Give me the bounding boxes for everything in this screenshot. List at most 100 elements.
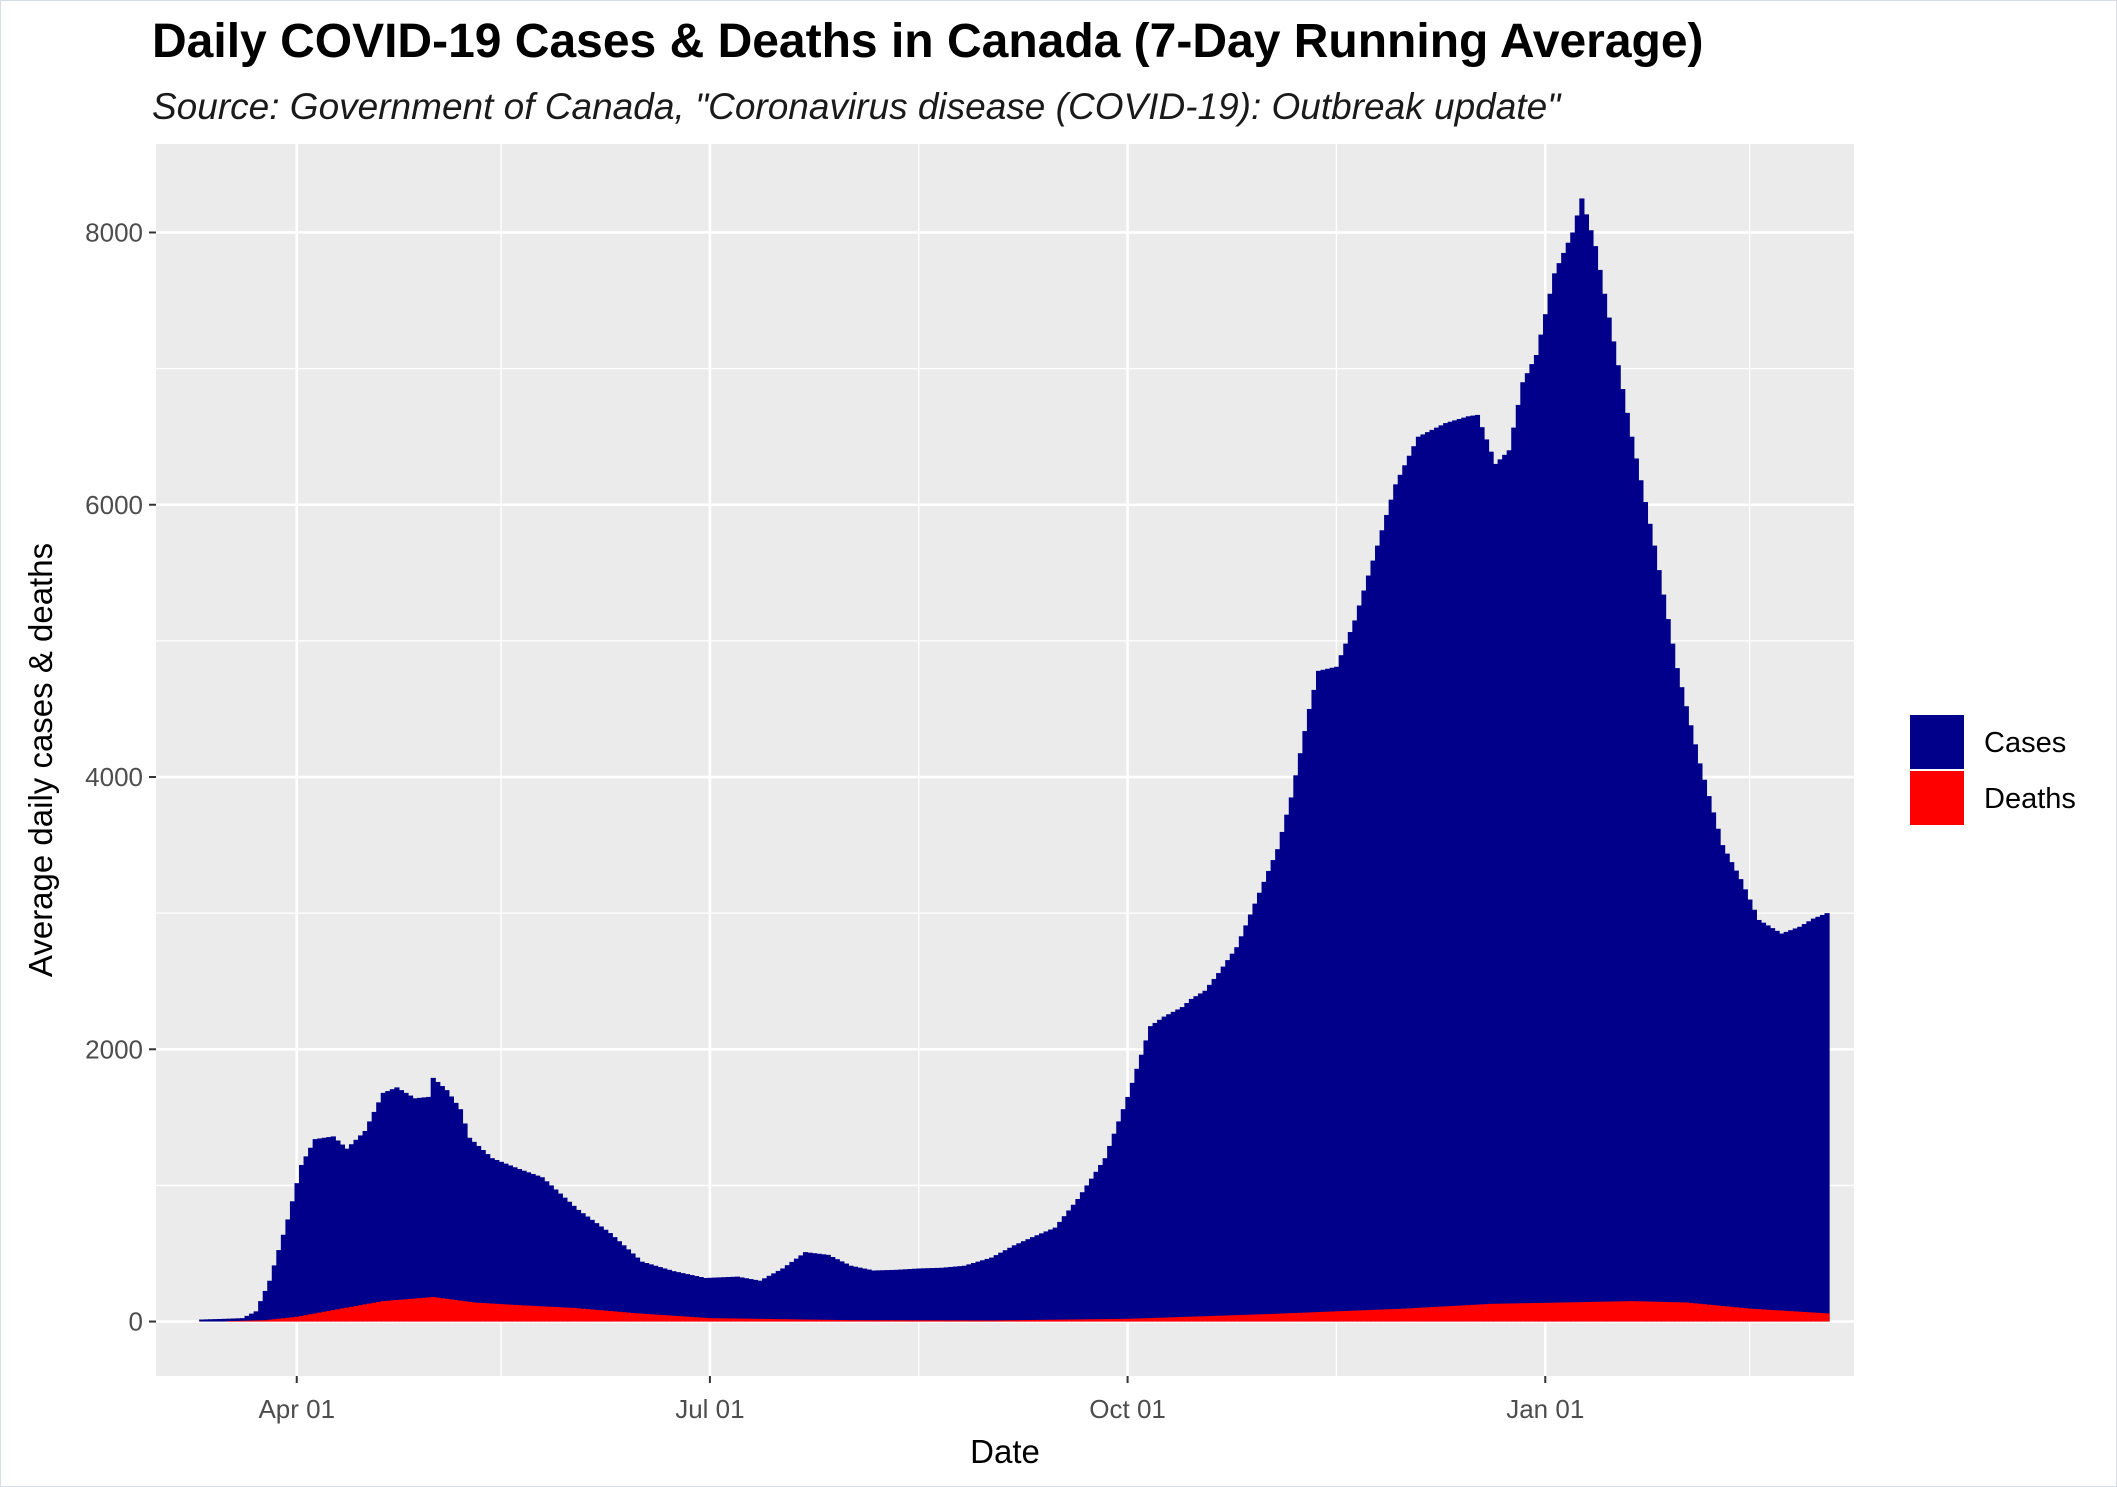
bar-cases [1365, 575, 1372, 1322]
y-axis-title: Average daily cases & deaths [22, 543, 59, 977]
bar-deaths [1483, 1304, 1490, 1322]
bar-cases [1447, 421, 1453, 1322]
bar-deaths [380, 1301, 386, 1322]
bar-cases [1665, 619, 1671, 1322]
bar-deaths [294, 1316, 300, 1322]
bar-deaths [267, 1319, 273, 1322]
bar-cases [239, 1318, 246, 1322]
bar-cases [1710, 812, 1717, 1322]
bar-deaths [662, 1315, 668, 1322]
bar-deaths [498, 1304, 504, 1322]
bar-deaths [1438, 1306, 1444, 1322]
bar-deaths [834, 1319, 840, 1322]
bar-deaths [793, 1319, 800, 1322]
bar-cases [871, 1270, 877, 1322]
bar-deaths [970, 1320, 977, 1322]
bar-cases [1815, 916, 1821, 1322]
bar-deaths [1225, 1315, 1231, 1322]
bar-deaths [1193, 1316, 1199, 1322]
bar-cases [966, 1264, 972, 1322]
chart-title: Daily COVID-19 Cases & Deaths in Canada … [152, 15, 1704, 68]
bar-deaths [1002, 1320, 1008, 1322]
bar-deaths [644, 1313, 650, 1322]
bar-deaths [1774, 1310, 1780, 1322]
bar-deaths [1202, 1316, 1208, 1322]
bar-cases [884, 1270, 890, 1322]
bar-deaths [698, 1317, 704, 1322]
bar-cases [258, 1301, 264, 1322]
bar-cases [1011, 1245, 1017, 1322]
bar-deaths [848, 1320, 854, 1322]
bar-deaths [1701, 1304, 1708, 1322]
bar-cases [1220, 966, 1226, 1322]
bar-deaths [1293, 1312, 1299, 1322]
bar-cases [1316, 670, 1322, 1322]
bar-cases [462, 1123, 468, 1322]
bar-cases [1061, 1216, 1067, 1322]
bar-deaths [1234, 1315, 1240, 1322]
bar-deaths [1715, 1305, 1721, 1322]
bar-deaths [1788, 1311, 1794, 1322]
bar-deaths [1161, 1317, 1167, 1322]
x-tick-label: Jul 01 [675, 1394, 744, 1424]
bar-cases [666, 1269, 672, 1322]
bar-deaths [421, 1297, 427, 1322]
bar-deaths [1661, 1301, 1667, 1322]
bar-deaths [1710, 1305, 1717, 1322]
bar-cases [621, 1245, 627, 1322]
bar-deaths [230, 1321, 237, 1322]
bar-cases [1148, 1026, 1154, 1322]
bar-cases [1302, 731, 1308, 1322]
bar-cases [1760, 922, 1767, 1322]
bar-cases [730, 1276, 736, 1322]
bar-deaths [907, 1320, 913, 1322]
bar-cases [1093, 1171, 1099, 1322]
bar-deaths [1651, 1301, 1658, 1322]
bar-cases [1084, 1185, 1090, 1322]
bar-deaths [1393, 1308, 1399, 1322]
bar-cases [993, 1255, 999, 1322]
bar-cases [1679, 687, 1685, 1322]
bar-cases [1211, 978, 1217, 1322]
bar-deaths [353, 1306, 359, 1322]
bar-deaths [1347, 1310, 1353, 1322]
bar-deaths [412, 1298, 418, 1322]
bar-deaths [1792, 1311, 1798, 1322]
bar-cases [634, 1257, 641, 1322]
axes: 0 2000 4000 6000 8000 Apr 01 Jul 01 Oct 01 Jan 0… [22, 217, 1584, 1470]
bar-cases [1456, 418, 1462, 1322]
bar-deaths [621, 1312, 627, 1322]
bar-deaths [716, 1318, 722, 1322]
bar-deaths [1116, 1318, 1122, 1322]
bar-deaths [249, 1320, 255, 1322]
bar-deaths [1588, 1301, 1594, 1322]
bar-cases [575, 1209, 582, 1322]
bar-cases [199, 1319, 205, 1322]
bar-cases [1470, 415, 1476, 1322]
bar-cases [494, 1160, 500, 1322]
bar-cases [694, 1276, 700, 1322]
bar-deaths [1107, 1319, 1113, 1322]
bar-deaths [1343, 1310, 1349, 1322]
bar-cases [1579, 198, 1585, 1322]
bar-cases [276, 1250, 282, 1322]
bar-deaths [721, 1318, 727, 1322]
bar-deaths [566, 1307, 573, 1322]
bar-deaths [766, 1319, 772, 1322]
bar-cases [1034, 1235, 1040, 1322]
bar-cases [530, 1173, 536, 1322]
bar-cases [1288, 797, 1294, 1322]
bar-cases [1692, 744, 1698, 1322]
bar-deaths [821, 1319, 827, 1322]
bar-deaths [921, 1320, 927, 1322]
bar-cases [1397, 474, 1403, 1322]
bar-cases [1279, 831, 1285, 1322]
bar-cases [1048, 1229, 1054, 1322]
bar-cases [1724, 853, 1730, 1322]
bar-deaths [535, 1306, 541, 1322]
bar-deaths [825, 1319, 831, 1322]
bar-cases [766, 1275, 772, 1322]
bar-deaths [285, 1317, 291, 1322]
bar-deaths [485, 1303, 491, 1322]
bar-deaths [902, 1320, 908, 1322]
